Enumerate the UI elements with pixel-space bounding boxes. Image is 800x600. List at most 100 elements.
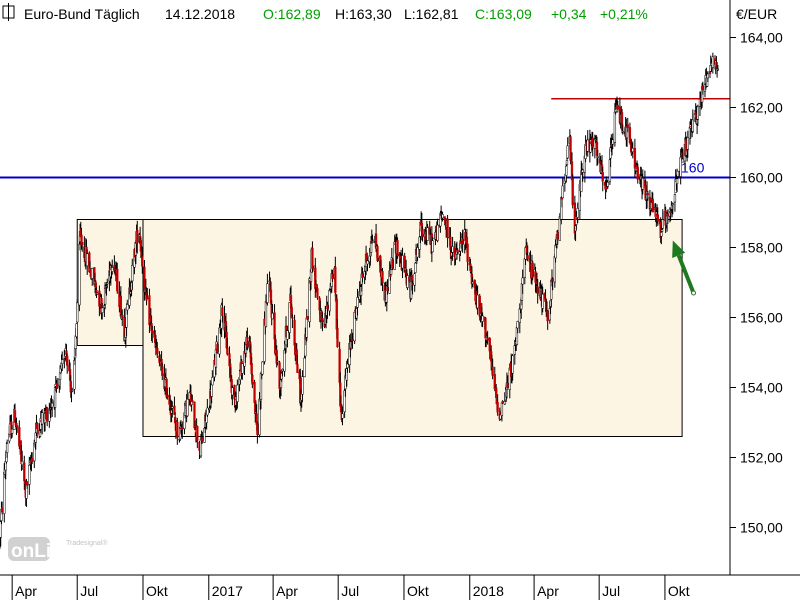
header-high: H:163,30: [335, 6, 392, 22]
header-change: +0,34: [551, 6, 587, 22]
candle-body: [686, 137, 689, 150]
candle-body: [344, 375, 347, 390]
candle-body: [556, 231, 559, 240]
candle-body: [11, 428, 14, 434]
candle-body: [311, 247, 314, 270]
candle-body: [293, 319, 296, 346]
candle-body: [569, 136, 572, 161]
candle-body: [666, 214, 669, 217]
watermark-text: onLine: [11, 541, 73, 562]
candle-body: [711, 56, 714, 68]
candle-body: [231, 387, 234, 396]
candle-body: [256, 423, 259, 435]
candle-body: [305, 317, 308, 338]
candle-body: [31, 457, 34, 463]
level-lines: 160: [0, 98, 730, 179]
candle-body: [121, 315, 124, 318]
candle-body: [288, 302, 291, 333]
candle-body: [253, 381, 256, 403]
candle-body: [53, 387, 57, 408]
candle-body: [76, 302, 79, 323]
candle-body: [151, 330, 154, 334]
x-tick-label: Jul: [602, 583, 620, 599]
candle-body: [196, 426, 199, 441]
candle-body: [456, 249, 459, 253]
instrument-name: Euro-Bund Täglich: [24, 6, 140, 22]
candle-body: [484, 317, 487, 339]
candle-body: [410, 274, 413, 283]
candle-body: [221, 307, 224, 317]
candle-body: [216, 344, 219, 353]
candle-body: [69, 381, 72, 393]
arrow-head: [672, 240, 686, 258]
x-tick-label: 2017: [212, 583, 243, 599]
candle-body: [593, 138, 597, 149]
candle-body: [326, 304, 329, 310]
chart-header: Euro-Bund Täglich 14.12.2018 O:162,89 H:…: [2, 3, 648, 22]
candle-body: [620, 112, 624, 131]
candle-body: [334, 266, 337, 293]
candle-body: [101, 307, 104, 313]
y-tick-label: 154,00: [740, 380, 783, 396]
level-160-label: 160: [681, 160, 705, 176]
candle-body: [71, 389, 74, 392]
candle-body: [591, 137, 594, 148]
candle-body: [531, 262, 534, 278]
candle-body: [306, 316, 309, 320]
candle-body: [160, 358, 163, 367]
candle-body: [403, 256, 406, 273]
candle-body: [586, 139, 589, 152]
candle-body: [214, 349, 218, 368]
candle-body: [38, 430, 42, 437]
candle-body: [331, 273, 334, 280]
candle-body: [416, 247, 419, 258]
x-tick-label: Okt: [668, 583, 690, 599]
candle-body: [199, 438, 203, 457]
candle-body: [321, 317, 324, 322]
candle-body: [541, 293, 544, 309]
x-tick-label: Okt: [146, 583, 168, 599]
candle-body: [501, 401, 504, 403]
arrow-tail: [691, 290, 697, 296]
candle-body: [613, 111, 617, 143]
candle-body: [656, 214, 659, 222]
candle-body: [366, 260, 369, 265]
candle-body: [536, 286, 539, 294]
candle-body: [166, 395, 169, 397]
candle-body: [66, 355, 69, 366]
candle-body: [276, 360, 279, 363]
candle-body: [316, 288, 319, 298]
candle-body: [23, 462, 26, 482]
candle-body: [679, 157, 682, 177]
header-date: 14.12.2018: [165, 6, 235, 22]
candle-body: [171, 406, 174, 409]
candle-body: [26, 481, 29, 486]
candle-body: [551, 279, 554, 281]
candle-body: [671, 203, 674, 206]
candle-body: [565, 165, 568, 176]
candle-body: [36, 423, 39, 429]
candle-body: [68, 368, 72, 381]
candle-body: [548, 308, 551, 321]
candle-body: [236, 384, 239, 402]
candle-body: [393, 241, 396, 270]
candle-body: [111, 267, 114, 272]
candle-body: [534, 271, 537, 283]
green-arrow: [672, 240, 697, 296]
y-tick-label: 152,00: [740, 450, 783, 466]
candle-body: [500, 402, 504, 417]
candle-body: [675, 178, 679, 184]
candle-body: [91, 268, 94, 279]
candle-body: [616, 104, 619, 110]
candle-body: [651, 199, 654, 213]
candle-body: [0, 521, 2, 538]
y-tick-label: 162,00: [740, 100, 783, 116]
candle-body: [578, 183, 582, 211]
y-tick-label: 156,00: [740, 310, 783, 326]
candle-body: [141, 256, 144, 267]
candle-body: [426, 227, 429, 241]
x-tick-label: Jul: [80, 583, 98, 599]
candle-body: [449, 236, 452, 251]
candle-body: [173, 405, 176, 415]
